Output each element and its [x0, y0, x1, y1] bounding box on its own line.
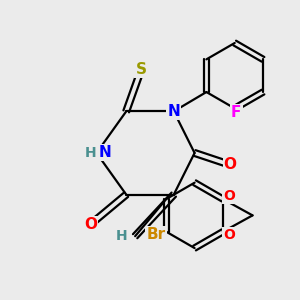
Text: H: H — [85, 146, 97, 160]
Text: O: O — [223, 228, 235, 242]
Text: F: F — [231, 105, 242, 120]
Text: O: O — [84, 217, 97, 232]
Text: N: N — [98, 145, 111, 160]
Text: O: O — [224, 158, 237, 172]
Text: H: H — [116, 229, 128, 243]
Text: S: S — [136, 62, 147, 77]
Text: O: O — [223, 189, 235, 203]
Text: N: N — [167, 104, 180, 119]
Text: Br: Br — [146, 227, 165, 242]
